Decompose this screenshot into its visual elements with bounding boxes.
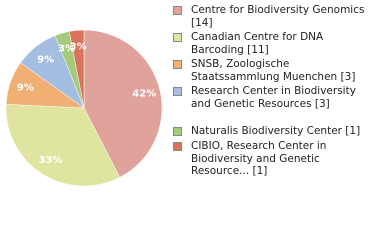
legend-label: Centre for Biodiversity Genomics [14]: [191, 4, 365, 29]
pie-slice: [68, 29, 85, 109]
slice-label: 9%: [37, 54, 54, 65]
legend-label: Canadian Centre for DNA Barcoding [11]: [191, 31, 324, 56]
slice-label: 3%: [70, 41, 87, 52]
legend-entry: Naturalis Biodiversity Center [1]: [173, 125, 373, 138]
pie-slice: [5, 104, 121, 187]
legend-label: Naturalis Biodiversity Center [1]: [191, 125, 361, 137]
legend-label: SNSB, Zoologische Staatssammlung Muenche…: [191, 58, 356, 83]
legend-entry: SNSB, Zoologische Staatssammlung Muenche…: [173, 58, 373, 83]
pie-slice: [83, 29, 163, 178]
legend-label: CIBIO, Research Center in Biodiversity a…: [191, 140, 327, 177]
legend-swatch: [173, 127, 182, 136]
legend-swatch: [173, 60, 182, 69]
legend-entry: Centre for Biodiversity Genomics [14]: [173, 4, 373, 29]
slice-label: 9%: [17, 83, 34, 94]
slice-label: 3%: [58, 44, 75, 55]
legend-entry: CIBIO, Research Center in Biodiversity a…: [173, 140, 373, 178]
legend-swatch: [173, 6, 182, 15]
legend-swatch: [173, 142, 182, 151]
legend-entry: Research Center in Biodiversity and Gene…: [173, 85, 373, 123]
legend-entry: Canadian Centre for DNA Barcoding [11]: [173, 31, 373, 56]
legend-swatch: [173, 87, 182, 96]
legend-swatch: [173, 33, 182, 42]
legend-label: Research Center in Biodiversity and Gene…: [191, 85, 356, 110]
slice-label: 33%: [39, 155, 63, 166]
slice-label: 42%: [132, 88, 156, 99]
